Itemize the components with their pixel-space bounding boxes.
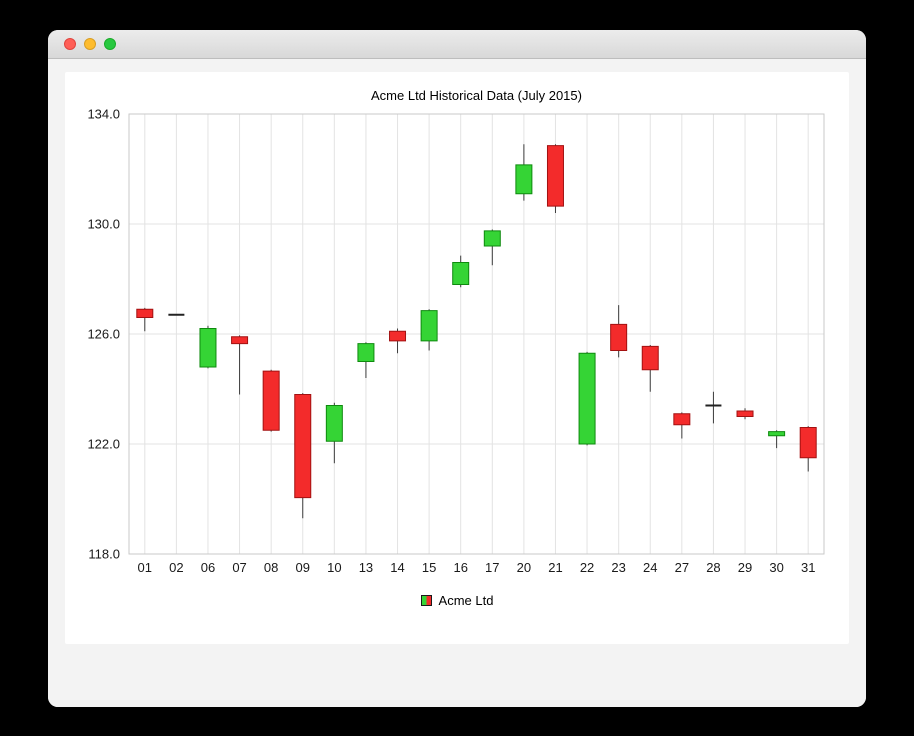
svg-text:20: 20 (517, 560, 531, 575)
svg-text:10: 10 (327, 560, 341, 575)
candle-09 (294, 393, 312, 519)
svg-text:16: 16 (453, 560, 467, 575)
svg-text:22: 22 (580, 560, 594, 575)
minimize-button[interactable] (84, 38, 96, 50)
svg-text:28: 28 (706, 560, 720, 575)
close-button[interactable] (64, 38, 76, 50)
svg-text:06: 06 (201, 560, 215, 575)
x-axis-labels: 01 02 06 07 08 09 10 13 14 15 16 17 20 21 22 23 24 27 28 29… (138, 560, 816, 575)
candle-13 (357, 342, 375, 378)
svg-text:118.0: 118.0 (88, 547, 120, 562)
y-axis-labels: 134.0 130.0 126.0 122.0 118.0 (87, 107, 120, 562)
candle-24 (641, 345, 659, 392)
candle-06 (199, 325, 217, 369)
svg-text:31: 31 (801, 560, 815, 575)
candle-29 (736, 408, 754, 420)
legend-label: Acme Ltd (438, 593, 494, 608)
candle-17 (483, 229, 501, 266)
svg-text:08: 08 (264, 560, 278, 575)
plot-border (128, 113, 825, 555)
candle-31 (799, 426, 817, 472)
svg-text:27: 27 (675, 560, 689, 575)
svg-text:130.0: 130.0 (87, 217, 120, 232)
svg-text:30: 30 (769, 560, 783, 575)
svg-text:13: 13 (359, 560, 373, 575)
svg-text:09: 09 (296, 560, 310, 575)
candlestick-chart: 134.0 130.0 126.0 122.0 118.0 01 02 06 07 08 09 10 1… (87, 107, 825, 575)
chart-container: Acme Ltd Historical Data (July 2015) 134… (48, 59, 866, 707)
candle-08 (262, 369, 280, 432)
chart-legend: Acme Ltd (48, 593, 866, 608)
svg-text:122.0: 122.0 (87, 437, 120, 452)
svg-text:02: 02 (169, 560, 183, 575)
candle-20 (515, 144, 533, 201)
candle-22 (578, 351, 596, 446)
svg-text:14: 14 (390, 560, 404, 575)
svg-text:07: 07 (232, 560, 246, 575)
svg-text:21: 21 (548, 560, 562, 575)
candle-16 (452, 255, 470, 288)
candle-27 (673, 412, 691, 439)
svg-text:01: 01 (138, 560, 152, 575)
svg-text:134.0: 134.0 (87, 107, 120, 122)
candle-28 (705, 391, 722, 424)
candle-01 (136, 307, 154, 332)
candle-14 (389, 328, 407, 354)
svg-text:24: 24 (643, 560, 657, 575)
candle-21 (546, 144, 564, 213)
svg-text:126.0: 126.0 (87, 327, 120, 342)
svg-text:23: 23 (611, 560, 625, 575)
candle-23 (610, 305, 628, 358)
window-titlebar[interactable] (48, 30, 866, 59)
candle-10 (325, 402, 343, 464)
candle-15 (420, 309, 438, 351)
svg-text:29: 29 (738, 560, 752, 575)
candle-30 (768, 430, 786, 449)
chart-title: Acme Ltd Historical Data (July 2015) (371, 88, 582, 103)
zoom-button[interactable] (104, 38, 116, 50)
candle-07 (231, 335, 249, 395)
svg-text:15: 15 (422, 560, 436, 575)
app-window: Acme Ltd Historical Data (July 2015) 134… (48, 30, 866, 707)
legend-swatch-icon (420, 595, 432, 606)
svg-text:17: 17 (485, 560, 499, 575)
